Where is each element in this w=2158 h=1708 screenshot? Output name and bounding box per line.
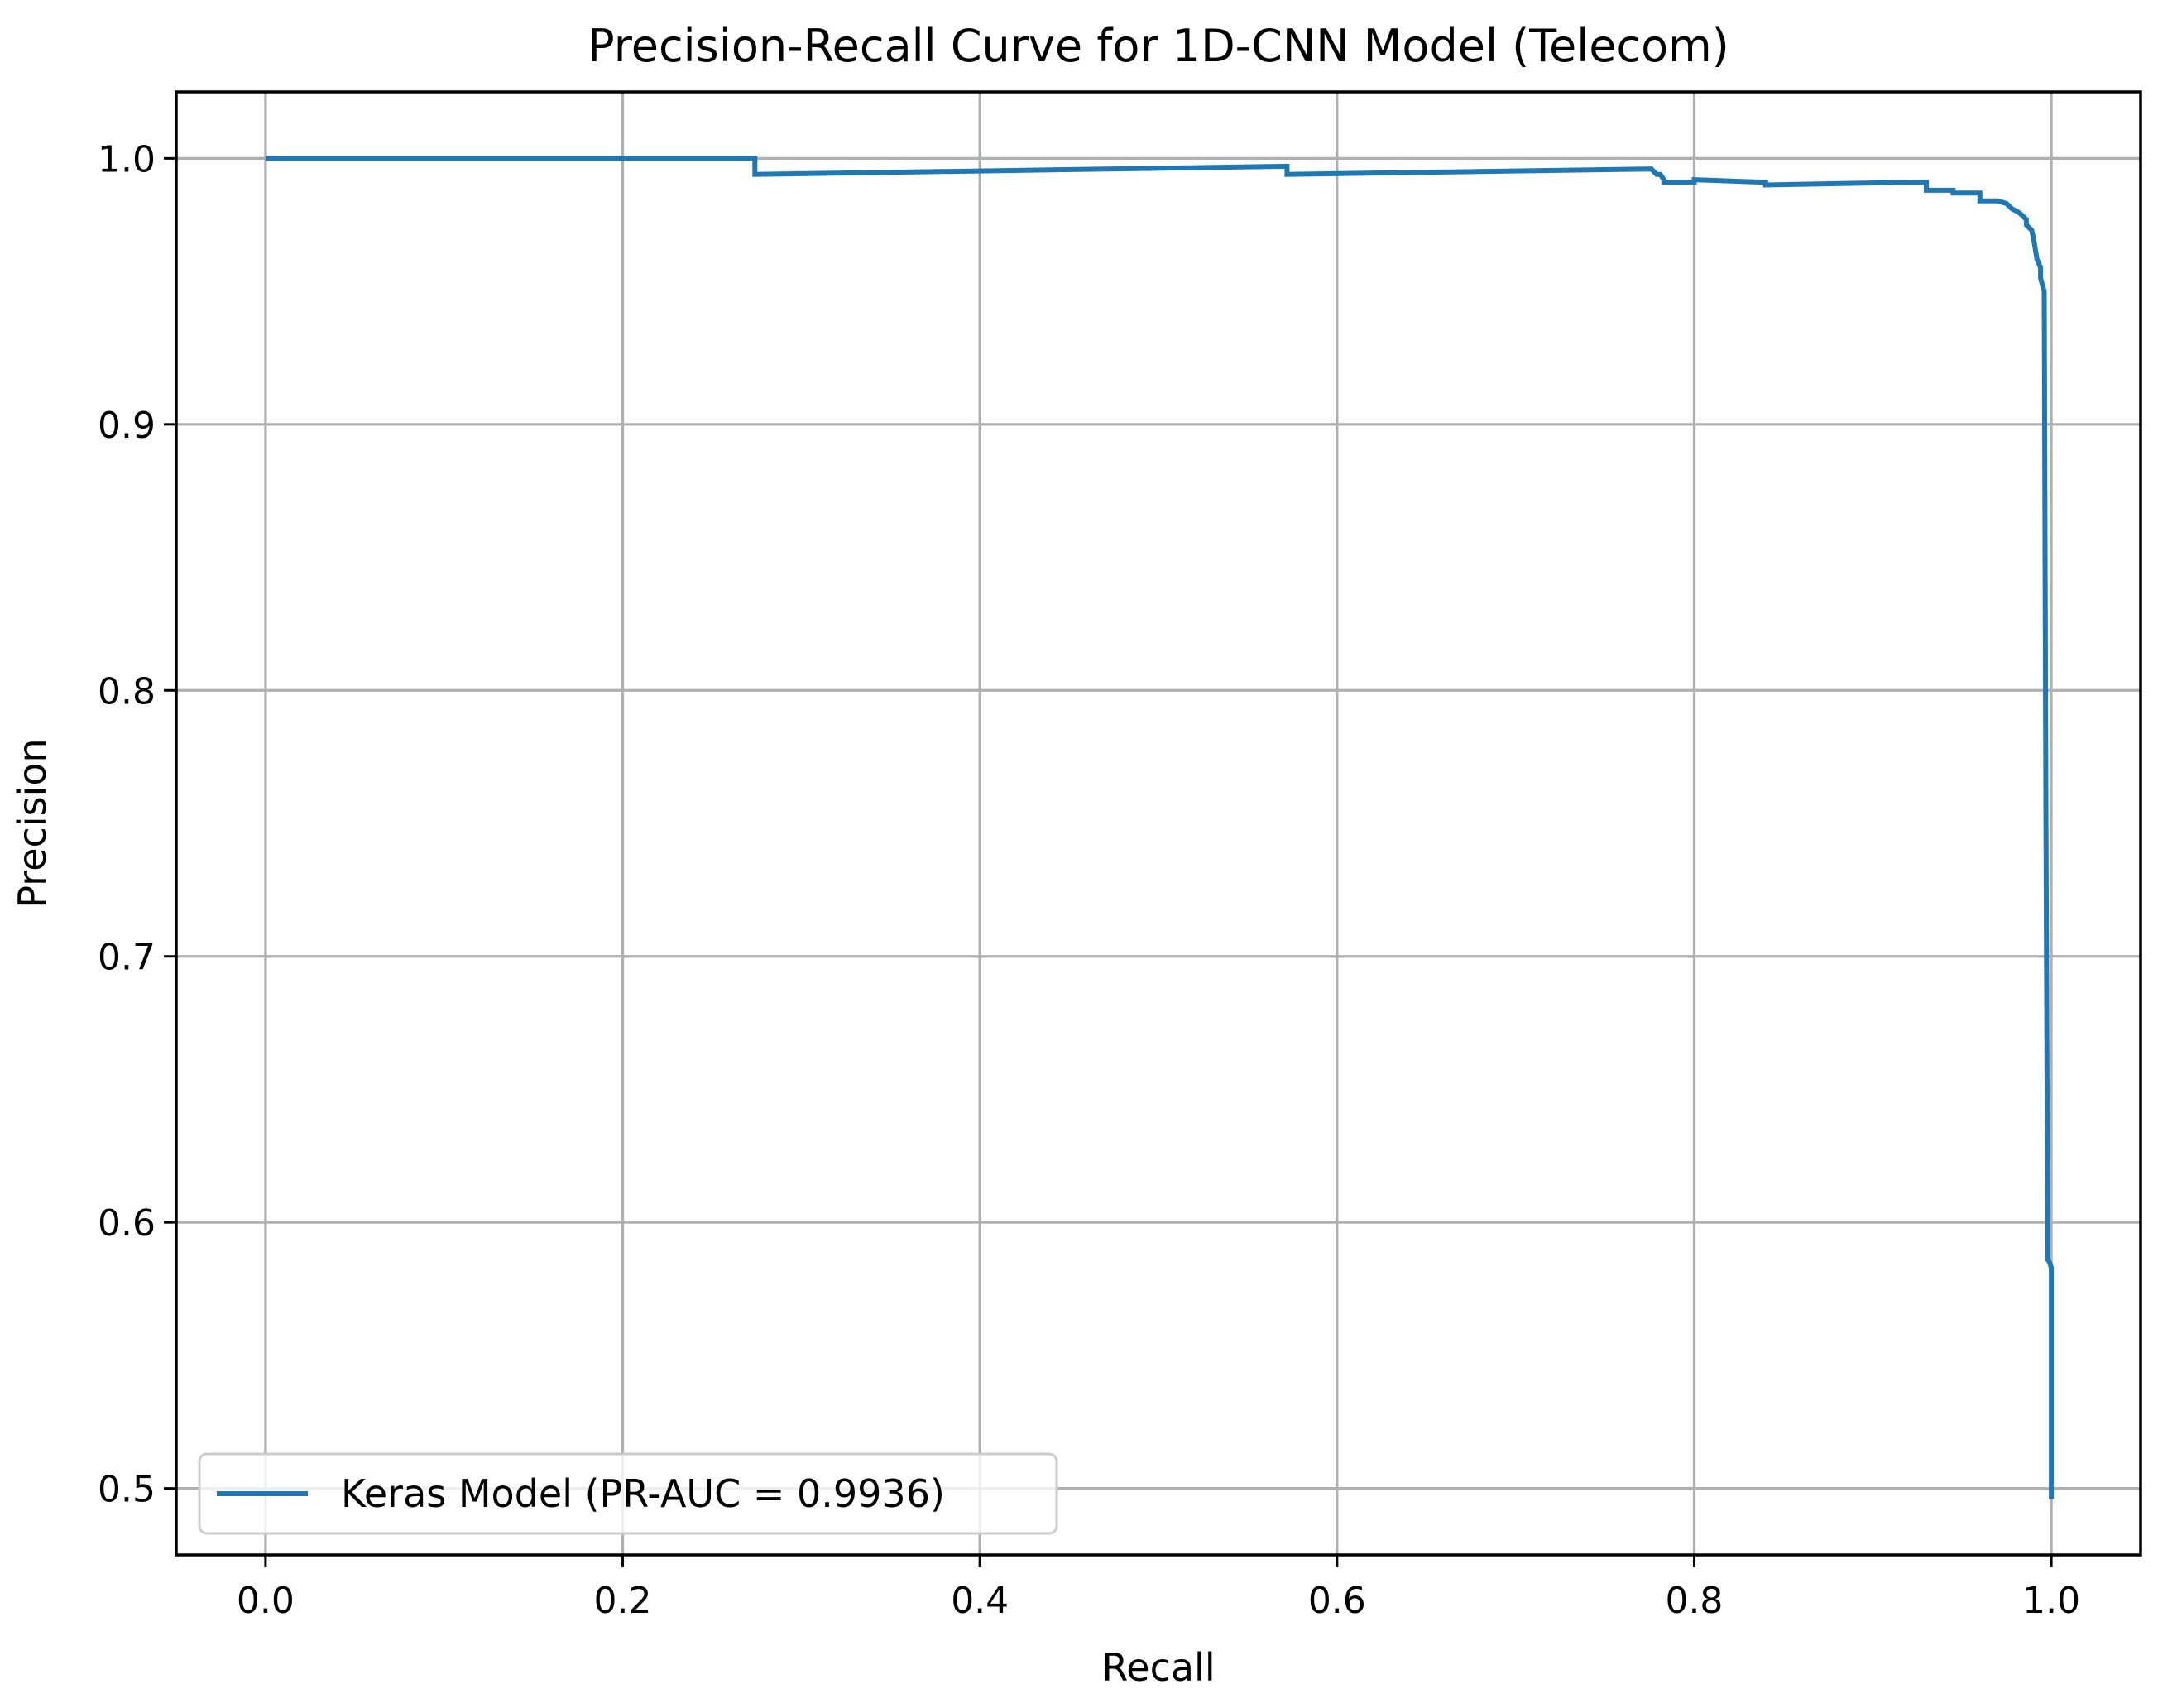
y-tick-label: 0.5 (98, 1469, 156, 1511)
legend: Keras Model (PR-AUC = 0.9936) (198, 1452, 1058, 1535)
y-tick-label: 0.9 (98, 405, 156, 447)
plot-area (176, 92, 2141, 1555)
y-axis-label: Precision (10, 738, 55, 908)
series-line-0 (265, 156, 2055, 1499)
x-tick-label: 0.0 (237, 1580, 295, 1622)
legend-label: Keras Model (PR-AUC = 0.9936) (341, 1471, 945, 1516)
x-axis-label: Recall (1101, 1645, 1215, 1690)
series-layer (265, 156, 2055, 1499)
axis-ticks: 0.0 0.2 0.4 0.6 0.8 1.0 0.5 0.6 0.7 0.8 0.9 1.0 (98, 138, 2080, 1622)
x-tick-label: 0.2 (594, 1580, 652, 1622)
y-tick-label: 0.8 (98, 670, 156, 712)
grid-lines (176, 92, 2141, 1555)
x-tick-label: 0.6 (1308, 1580, 1366, 1622)
y-tick-label: 0.6 (98, 1202, 156, 1245)
y-tick-label: 1.0 (98, 138, 156, 180)
x-tick-label: 0.4 (951, 1580, 1009, 1622)
plot-frame (175, 90, 2142, 1557)
chart-title: Precision-Recall Curve for 1D-CNN Model … (587, 20, 1729, 72)
x-tick-label: 0.8 (1665, 1580, 1723, 1622)
x-tick-label: 1.0 (2022, 1580, 2080, 1622)
y-tick-label: 0.7 (98, 937, 156, 979)
legend-box (198, 1452, 1058, 1535)
